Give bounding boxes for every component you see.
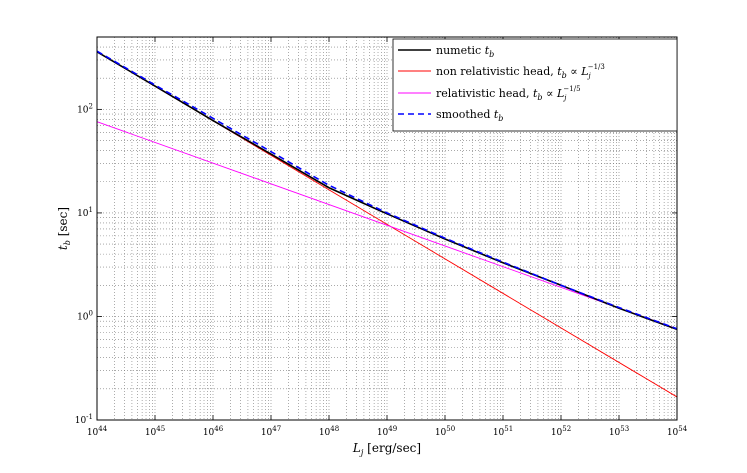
x-tick-labels: 1044 1045 1046 1047 1048 1049 1050 1051 1052 1053…: [87, 425, 688, 438]
legend-entry: non relativistic head, tb ∝ Lj−1/3: [436, 63, 605, 80]
x-tick-label: 1051: [493, 425, 513, 438]
x-tick-label: 1052: [551, 425, 571, 438]
y-tick-label: 102: [77, 102, 93, 115]
x-tick-label: 1044: [87, 425, 108, 438]
x-tick-label: 1049: [377, 425, 397, 438]
legend-entry: numetic tb: [436, 44, 494, 59]
x-tick-label: 1050: [435, 425, 455, 438]
x-tick-label: 1054: [667, 425, 688, 438]
legend: numetic tb non relativistic head, tb ∝ Lj…: [392, 38, 678, 132]
x-axis-label: Lj [erg/sec]: [352, 441, 421, 457]
y-tick-labels: 10-1 100 101 102: [75, 102, 93, 426]
y-tick-label: 10-1: [75, 413, 93, 426]
y-tick-label: 100: [77, 309, 93, 322]
legend-entry: relativistic head, tb ∝ Lj−1/5: [436, 85, 581, 102]
series-group: [96, 50, 678, 398]
legend-entry: smoothed tb: [436, 108, 503, 123]
series-line-3: [96, 50, 678, 330]
x-tick-label: 1046: [203, 425, 224, 438]
series-line-2: [96, 121, 678, 330]
x-tick-label: 1045: [145, 425, 165, 438]
x-tick-label: 1048: [319, 425, 339, 438]
y-tick-label: 101: [77, 206, 93, 219]
x-tick-label: 1053: [609, 425, 629, 438]
legend-box: [392, 38, 678, 132]
x-tick-label: 1047: [261, 425, 281, 438]
y-axis-label: tb [sec]: [56, 207, 72, 250]
